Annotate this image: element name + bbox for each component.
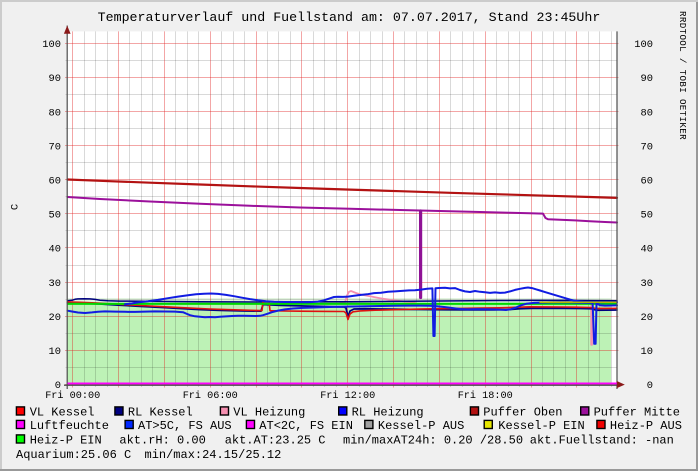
- svg-text:Fri 18:00: Fri 18:00: [458, 390, 513, 402]
- svg-text:10: 10: [641, 346, 653, 358]
- svg-text:40: 40: [641, 244, 653, 256]
- svg-text:60: 60: [49, 176, 61, 188]
- svg-text:50: 50: [641, 210, 653, 222]
- svg-text:60: 60: [641, 176, 653, 188]
- svg-text:70: 70: [49, 141, 61, 153]
- svg-text:Fri 12:00: Fri 12:00: [320, 390, 375, 402]
- svg-text:AT>5C, FS AUS: AT>5C, FS AUS: [138, 419, 232, 433]
- svg-text:0: 0: [647, 380, 653, 392]
- svg-text:Kessel-P EIN: Kessel-P EIN: [498, 419, 584, 433]
- svg-text:C: C: [10, 204, 22, 210]
- svg-text:Temperaturverlauf und Fuellsta: Temperaturverlauf und Fuellstand am: 07.…: [98, 10, 601, 25]
- svg-text:20: 20: [641, 312, 653, 324]
- svg-text:min/max:24.15/25.12: min/max:24.15/25.12: [145, 448, 282, 462]
- svg-text:Fri 06:00: Fri 06:00: [183, 390, 238, 402]
- svg-text:Kessel-P AUS: Kessel-P AUS: [378, 419, 464, 433]
- svg-text:90: 90: [49, 73, 61, 85]
- svg-text:Heiz-P EIN: Heiz-P EIN: [30, 433, 102, 447]
- svg-text:40: 40: [49, 244, 61, 256]
- svg-text:akt.Fuellstand: -nan: akt.Fuellstand: -nan: [530, 433, 674, 447]
- svg-text:VL Heizung: VL Heizung: [233, 405, 305, 419]
- svg-text:20: 20: [49, 312, 61, 324]
- svg-text:90: 90: [641, 73, 653, 85]
- svg-text:Heiz-P AUS: Heiz-P AUS: [610, 419, 682, 433]
- svg-text:70: 70: [641, 141, 653, 153]
- svg-text:min/maxAT24h: 0.20 /28.50: min/maxAT24h: 0.20 /28.50: [343, 433, 523, 447]
- svg-text:Aquarium:25.06 C: Aquarium:25.06 C: [16, 448, 131, 462]
- svg-text:50: 50: [49, 210, 61, 222]
- svg-text:0: 0: [55, 380, 61, 392]
- svg-text:30: 30: [641, 278, 653, 290]
- svg-text:100: 100: [42, 39, 61, 51]
- svg-text:30: 30: [49, 278, 61, 290]
- svg-text:akt.AT:23.25 C: akt.AT:23.25 C: [225, 433, 326, 447]
- svg-text:RL Heizung: RL Heizung: [352, 405, 424, 419]
- svg-text:Puffer Mitte: Puffer Mitte: [594, 405, 680, 419]
- svg-text:akt.rH: 0.00: akt.rH: 0.00: [119, 433, 205, 447]
- svg-text:RRDTOOL / TOBI OETIKER: RRDTOOL / TOBI OETIKER: [677, 11, 688, 140]
- svg-text:AT<2C, FS EIN: AT<2C, FS EIN: [259, 419, 353, 433]
- svg-text:Fri 00:00: Fri 00:00: [45, 390, 100, 402]
- svg-text:10: 10: [49, 346, 61, 358]
- svg-text:100: 100: [634, 39, 653, 51]
- svg-text:80: 80: [641, 107, 653, 119]
- svg-text:Luftfeuchte: Luftfeuchte: [30, 419, 109, 433]
- svg-text:80: 80: [49, 107, 61, 119]
- svg-text:VL Kessel: VL Kessel: [30, 405, 95, 419]
- svg-text:Puffer Oben: Puffer Oben: [483, 405, 562, 419]
- svg-text:RL Kessel: RL Kessel: [128, 405, 193, 419]
